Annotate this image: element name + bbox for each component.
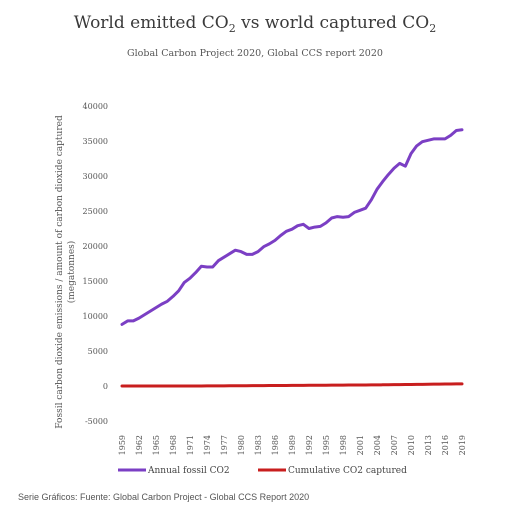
x-tick-label: 1989: [288, 435, 297, 455]
y-tick-label: 5000: [88, 347, 108, 356]
x-tick-label: 1992: [305, 435, 314, 455]
chart-subtitle: Global Carbon Project 2020, Global CCS r…: [127, 48, 383, 59]
x-tick-label: 1965: [152, 435, 161, 455]
x-tick-label: 1983: [254, 435, 263, 455]
x-tick-label: 1959: [118, 435, 127, 455]
legend-label-cumulative-co2-captured: Cumulative CO2 captured: [288, 466, 407, 476]
legend-label-annual-fossil-co2: Annual fossil CO2: [147, 466, 230, 476]
y-tick-label: 25000: [83, 207, 108, 216]
x-tick-label: 1962: [135, 435, 144, 455]
x-tick-label: 1995: [322, 435, 331, 455]
x-tick-label: 2007: [390, 435, 399, 455]
y-tick-label: 35000: [83, 137, 108, 146]
y-tick-label: 20000: [83, 242, 108, 251]
x-tick-label: 2019: [458, 435, 467, 455]
y-axis-label-line1: Fossil carbon dioxide emissions / amount…: [55, 115, 65, 429]
series-line-cumulative-co2-captured: [120, 382, 464, 388]
y-tick-label: 0: [103, 382, 108, 391]
x-tick-label: 2010: [407, 435, 416, 455]
x-axis-ticks: 1959 1962 1965 1968 1971 1974 1977 1980 1983 1986…: [118, 435, 467, 455]
chart-title: World emitted CO2 vs world captured CO2: [74, 13, 437, 35]
y-tick-label: 40000: [83, 102, 108, 111]
series-layer: [120, 128, 464, 388]
y-tick-label: 15000: [83, 277, 108, 286]
x-tick-label: 2004: [373, 435, 382, 455]
x-tick-label: 1998: [339, 435, 348, 455]
y-axis-ticks: -5000 0 5000 10000 15000 20000 25000 30000 35000…: [83, 102, 108, 426]
y-axis-label: Fossil carbon dioxide emissions / amount…: [55, 115, 77, 429]
y-tick-label: 10000: [83, 312, 108, 321]
x-tick-label: 2013: [424, 435, 433, 455]
x-tick-label: 2016: [441, 435, 450, 455]
y-tick-label: -5000: [85, 417, 108, 426]
source-caption: Serie Gráficos: Fuente: Global Carbon Pr…: [18, 492, 310, 502]
x-tick-label: 2001: [356, 435, 365, 455]
x-tick-label: 1980: [237, 435, 246, 455]
y-tick-label: 30000: [83, 172, 108, 181]
x-tick-label: 1986: [271, 435, 280, 455]
x-tick-label: 1977: [220, 435, 229, 455]
x-tick-label: 1968: [169, 435, 178, 455]
legend: Annual fossil CO2 Cumulative CO2 captured: [118, 466, 407, 476]
x-tick-label: 1974: [203, 435, 212, 455]
x-tick-label: 1971: [186, 435, 195, 455]
y-axis-label-line2: (megatonnes): [66, 241, 77, 304]
series-line-annual-fossil-co2: [120, 128, 464, 326]
